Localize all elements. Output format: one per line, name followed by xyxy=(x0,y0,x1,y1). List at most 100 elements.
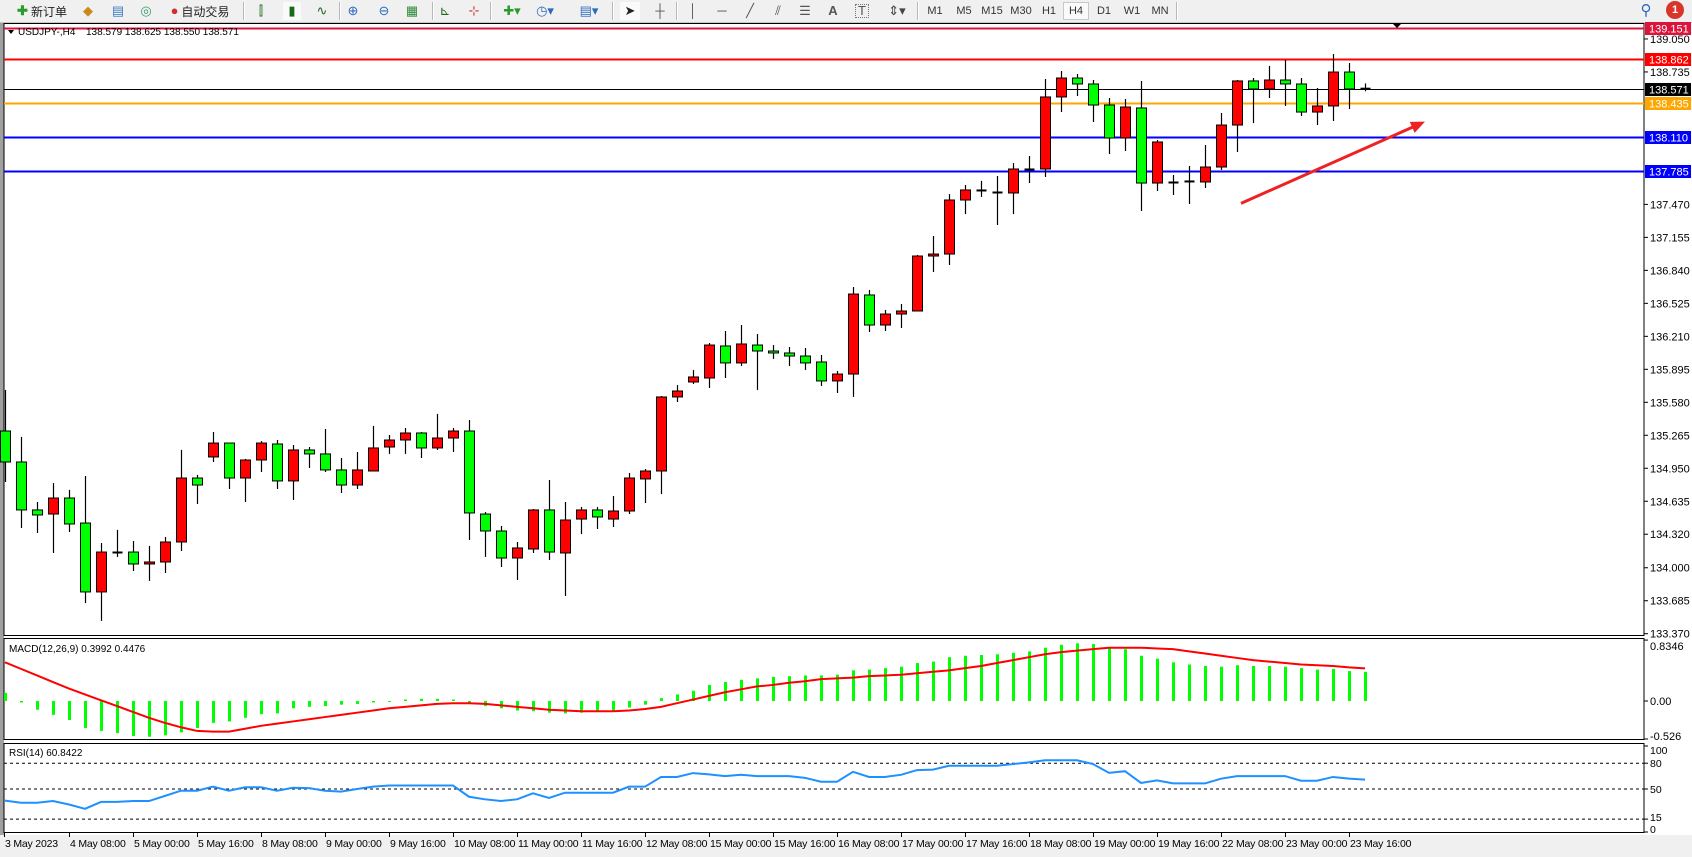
candle-body xyxy=(1200,166,1211,183)
candle xyxy=(624,472,635,515)
time-tick-label: 22 May 08:00 xyxy=(1222,838,1284,850)
candle xyxy=(480,512,491,557)
timeframe-d1-button[interactable]: D1 xyxy=(1096,5,1112,17)
time-tick-label: 9 May 16:00 xyxy=(390,838,446,850)
market-watch-button[interactable]: ◆ xyxy=(78,2,98,20)
fibonacci-button[interactable]: ☰ xyxy=(796,2,814,20)
candle-body xyxy=(496,530,507,559)
candle-body xyxy=(96,551,107,593)
signals-icon: ◎ xyxy=(140,3,152,18)
macd-histogram-bar xyxy=(308,701,311,707)
candle xyxy=(1200,145,1211,188)
tile-windows-button[interactable]: ▦ xyxy=(403,2,421,20)
autoscroll-icon: ⊾ xyxy=(439,3,451,18)
indicators-button[interactable]: ✚▾ xyxy=(498,2,526,20)
time-tick-label: 11 May 00:00 xyxy=(518,838,579,850)
candle xyxy=(304,447,315,468)
macd-histogram-bar xyxy=(1364,671,1367,701)
macd-histogram-bar xyxy=(436,698,439,701)
price-tick-label: 137.155 xyxy=(1650,232,1690,244)
trendline-button[interactable]: ╱ xyxy=(741,2,759,20)
candle xyxy=(496,525,507,568)
candle xyxy=(1232,80,1243,153)
macd-histogram-bar xyxy=(740,679,743,701)
macd-histogram-bar xyxy=(1332,668,1335,701)
timeframe-m15-button[interactable]: M15 xyxy=(981,5,1003,17)
timeframe-m30-button[interactable]: M30 xyxy=(1010,5,1032,17)
macd-histogram-bar xyxy=(1028,651,1031,701)
navigator-button[interactable]: ▤ xyxy=(108,2,128,20)
arrows-button[interactable]: ⇕▾ xyxy=(882,2,912,20)
candle xyxy=(784,347,795,366)
templates-button[interactable]: ▤▾ xyxy=(574,2,604,20)
macd-histogram-bar xyxy=(116,701,119,734)
window-left-edge xyxy=(0,23,4,835)
time-tick-label: 5 May 16:00 xyxy=(198,838,254,850)
zoom-out-button[interactable]: ⊖ xyxy=(375,2,393,20)
signals-button[interactable]: ◎ xyxy=(136,2,156,20)
zoom-in-button[interactable]: ⊕ xyxy=(344,2,362,20)
line-chart-button[interactable]: ∿ xyxy=(313,2,331,20)
timeframe-h1-button[interactable]: H1 xyxy=(1041,5,1057,17)
candle xyxy=(96,543,107,621)
vertical-line-button[interactable]: │ xyxy=(685,2,701,20)
candle-body xyxy=(688,376,699,383)
horizontal-line-button[interactable]: ─ xyxy=(713,2,731,20)
candle xyxy=(1088,80,1099,122)
macd-histogram-bar xyxy=(196,701,199,729)
timeframe-h4-button[interactable]: H4 xyxy=(1063,2,1089,20)
candle-body xyxy=(640,470,651,480)
candle-body xyxy=(160,541,171,563)
new-order-button[interactable]: ✚ 新订单 xyxy=(12,2,72,20)
price-label-box xyxy=(1645,97,1691,110)
trend-arrow-line[interactable] xyxy=(1240,123,1418,205)
macd-histogram-bar xyxy=(580,701,583,713)
chart-shift-marker[interactable] xyxy=(1392,23,1402,28)
candle xyxy=(288,445,299,500)
chart-symbol-timeframe: USDJPY-,H4 xyxy=(18,27,76,38)
candle xyxy=(1008,163,1019,215)
chart-header-dropdown-icon[interactable] xyxy=(8,30,14,34)
notifications-button[interactable]: 1 xyxy=(1666,1,1684,19)
macd-histogram-bar xyxy=(1220,666,1223,701)
price-tick-label: 137.470 xyxy=(1650,199,1690,211)
candle-body xyxy=(1344,71,1355,90)
auto-trading-button[interactable]: ● 自动交易 xyxy=(164,2,236,20)
candle-body xyxy=(608,510,619,520)
time-tick-label: 23 May 16:00 xyxy=(1350,838,1412,850)
price-tick-label: 133.685 xyxy=(1650,596,1690,608)
timeframe-mn-button[interactable]: MN xyxy=(1151,5,1169,17)
timeframe-m1-button[interactable]: M1 xyxy=(927,5,943,17)
time-tick-label: 23 May 00:00 xyxy=(1286,838,1348,850)
macd-pane[interactable] xyxy=(3,638,1645,740)
periods-button[interactable]: ◷▾ xyxy=(531,2,559,20)
text-label-button[interactable]: T xyxy=(853,2,871,20)
candle xyxy=(128,541,139,571)
timeframe-w1-button[interactable]: W1 xyxy=(1123,5,1141,17)
autoscroll-button[interactable]: ⊾ xyxy=(436,2,454,20)
macd-label: MACD(12,26,9) 0.3992 0.4476 xyxy=(9,644,146,655)
equidistant-channel-button[interactable]: ⫽ xyxy=(769,2,787,20)
candle xyxy=(992,176,1003,226)
macd-histogram-bar xyxy=(4,692,7,701)
timeframe-m5-button[interactable]: M5 xyxy=(956,5,972,17)
macd-histogram-bar xyxy=(1156,658,1159,701)
macd-histogram-bar xyxy=(564,701,567,714)
macd-histogram-bar xyxy=(340,701,343,705)
candle xyxy=(0,389,11,482)
candle-body xyxy=(848,293,859,375)
bar-chart-button[interactable]: ⫿ xyxy=(252,2,270,20)
candle xyxy=(1312,87,1323,126)
candle-body xyxy=(912,255,923,312)
candle-body xyxy=(800,355,811,364)
cursor-button[interactable]: ➤ xyxy=(620,2,640,20)
crosshair-button[interactable]: ┼ xyxy=(650,2,670,20)
main-pane[interactable] xyxy=(3,23,1645,636)
trendline-icon: ╱ xyxy=(746,3,754,18)
chart-shift-button[interactable]: ⊹ xyxy=(465,2,483,20)
rsi-pane[interactable] xyxy=(3,743,1645,833)
text-button[interactable]: A xyxy=(824,2,842,20)
search-button[interactable]: ⚲ xyxy=(1636,2,1656,20)
candlestick-button[interactable]: ▮ xyxy=(283,2,301,20)
